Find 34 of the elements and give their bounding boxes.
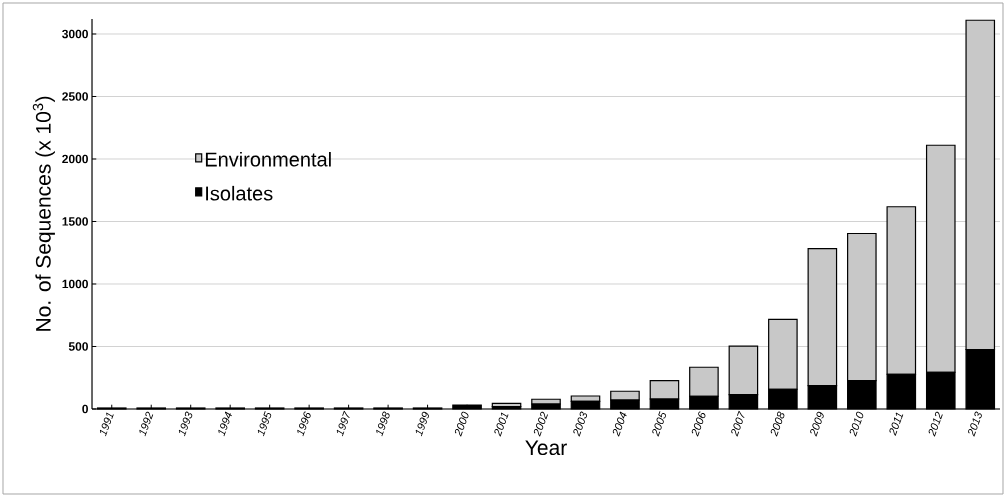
x-tick-label: 1994 xyxy=(218,411,232,437)
x-axis-title: Year xyxy=(525,440,567,456)
x-tick-label: 2003 xyxy=(573,411,588,437)
x-tick-label: 2007 xyxy=(731,410,745,437)
x-tick-label: 1993 xyxy=(178,411,193,437)
y-tick-label: 1000 xyxy=(62,279,88,289)
legend-label: Isolates xyxy=(206,185,273,201)
x-tick-label: 2010 xyxy=(849,411,864,437)
x-tick-label: 2006 xyxy=(691,411,706,437)
x-tick-label: 2009 xyxy=(810,411,824,437)
x-tick-label: 2008 xyxy=(770,411,785,437)
y-tick-label: 500 xyxy=(68,342,88,351)
x-tick-label: 2005 xyxy=(652,411,666,437)
x-tick-label: 2002 xyxy=(533,411,548,437)
y-tick-label: 0 xyxy=(82,404,88,414)
x-tick-label: 1992 xyxy=(139,411,154,437)
x-tick-label: 1997 xyxy=(336,410,350,437)
y-tick-label: 3000 xyxy=(62,29,88,39)
y-tick-label: 2500 xyxy=(62,92,88,101)
legend-label: Environmental xyxy=(205,151,331,167)
y-tick-label: 1500 xyxy=(62,217,88,226)
x-tick-label: 1996 xyxy=(297,411,311,437)
x-tick-label: 2012 xyxy=(928,411,943,437)
x-tick-label: 1998 xyxy=(376,411,390,437)
x-tick-label: 1995 xyxy=(257,411,272,437)
x-tick-label: 2001 xyxy=(494,412,509,437)
x-tick-label: 2013 xyxy=(968,411,982,437)
x-tick-label: 2004 xyxy=(612,411,627,437)
x-tick-label: 1991 xyxy=(99,412,114,437)
x-tick-label: 2011 xyxy=(889,412,904,436)
x-tick-label: 2000 xyxy=(454,411,469,437)
y-axis-title: No. of Sequences (x 10$^{3}$) xyxy=(32,96,55,331)
x-tick-label: 1999 xyxy=(415,411,429,437)
y-tick-label: 2000 xyxy=(62,154,88,164)
